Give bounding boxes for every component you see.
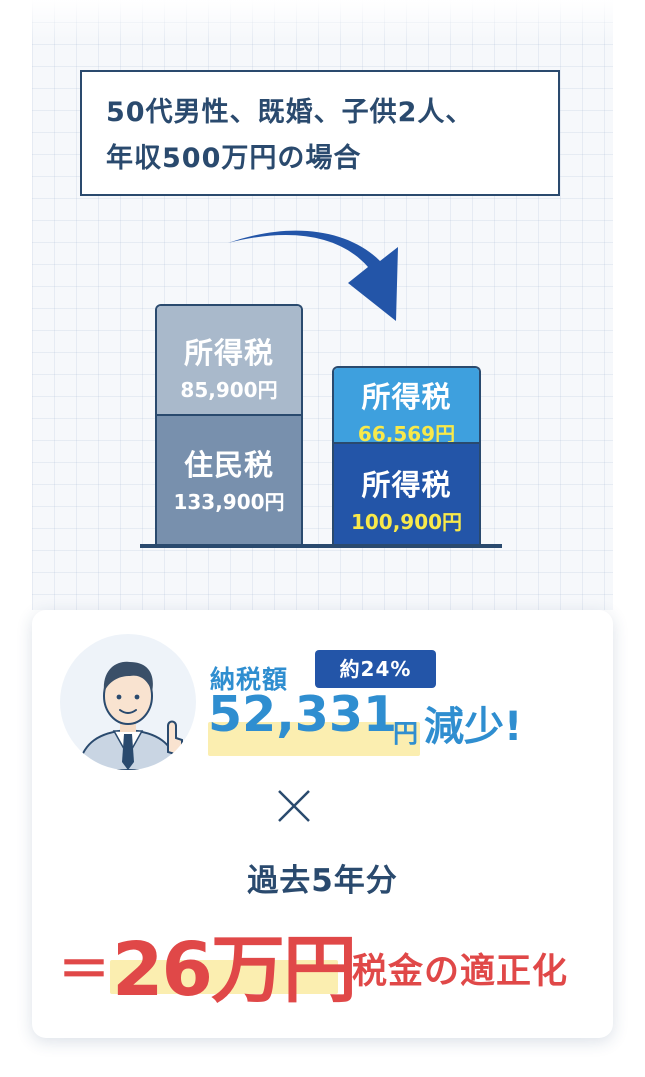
after-second-tax-name: 所得税	[361, 468, 452, 502]
total-amount: 26万円	[112, 927, 357, 1013]
period-label: 過去5年分	[247, 863, 398, 899]
bar-before: 所得税 85,900円 住民税 133,900円	[155, 304, 303, 546]
chart-baseline	[140, 544, 502, 548]
condition-box: 50代男性、既婚、子供2人、 年収500万円の場合	[80, 70, 560, 196]
equals-sign: ＝	[58, 941, 111, 1001]
curved-arrow-icon	[228, 230, 398, 321]
reduction-percent-badge: 約24%	[315, 650, 436, 688]
after-second-tax: 所得税 100,900円	[334, 442, 479, 546]
after-second-tax-amount: 100,900円	[350, 510, 463, 534]
before-resident-tax-amount: 133,900円	[173, 490, 285, 514]
grid-fade	[32, 0, 613, 40]
before-income-tax: 所得税 85,900円	[157, 306, 301, 414]
businessman-avatar-icon	[60, 634, 196, 770]
condition-line-1: 50代男性、既婚、子供2人、	[106, 97, 474, 128]
tax-amount-label: 納税額	[210, 665, 289, 694]
before-resident-tax: 住民税 133,900円	[157, 414, 301, 546]
amount-highlight	[208, 722, 420, 756]
before-income-tax-amount: 85,900円	[180, 378, 278, 402]
reduction-amount: 52,331	[208, 686, 398, 743]
bar-after: 所得税 66,569円 所得税 100,900円	[332, 366, 481, 546]
total-label: 税金の適正化	[352, 952, 569, 992]
reduction-suffix: 減少!	[424, 704, 523, 750]
before-resident-tax-name: 住民税	[183, 448, 274, 482]
multiply-icon	[278, 790, 310, 822]
result-card: 納税額 約24% 52,331 円 減少! 過去5年分 ＝ 26万円 税金の適正…	[32, 610, 613, 1038]
reduction-unit: 円	[393, 719, 419, 748]
condition-line-2: 年収500万円の場合	[106, 143, 362, 174]
total-highlight	[110, 960, 338, 994]
after-income-tax: 所得税 66,569円	[334, 368, 479, 446]
after-income-tax-name: 所得税	[361, 380, 452, 414]
before-income-tax-name: 所得税	[183, 336, 274, 370]
